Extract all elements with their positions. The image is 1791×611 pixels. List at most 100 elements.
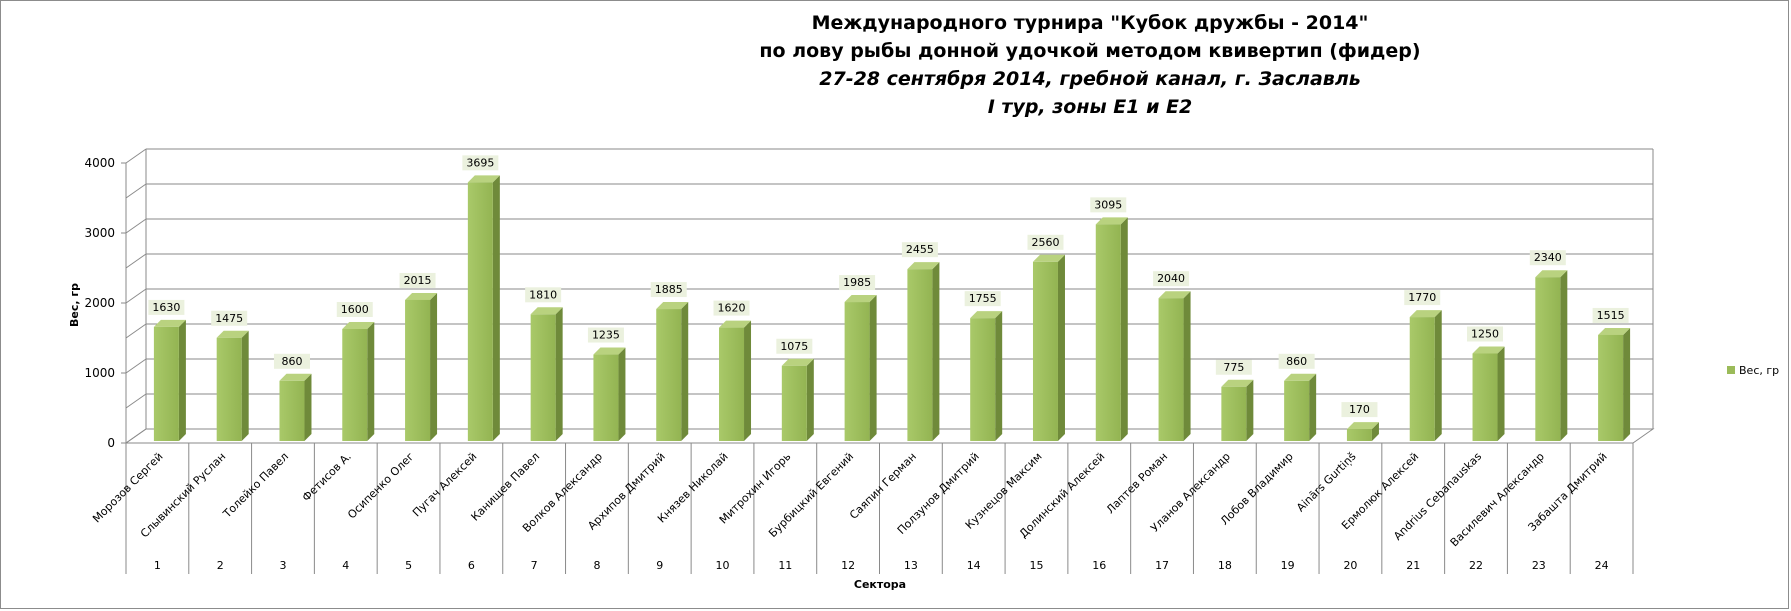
data-label: 860 xyxy=(1278,353,1315,369)
bar-side xyxy=(241,330,249,441)
data-label-text: 2455 xyxy=(906,243,934,256)
y-tick-label: 4000 xyxy=(84,156,115,170)
side-gridline xyxy=(125,288,147,304)
data-label: 2455 xyxy=(901,242,938,258)
data-label: 1515 xyxy=(1592,307,1629,323)
y-axis: 0 1000 2000 3000 4000 xyxy=(84,156,127,450)
data-label: 1985 xyxy=(839,275,876,291)
bar xyxy=(530,307,563,441)
bar-top xyxy=(1346,422,1379,430)
data-label-text: 860 xyxy=(281,355,302,368)
bar-side xyxy=(1120,217,1128,441)
bar-front xyxy=(1598,334,1624,441)
bar xyxy=(593,347,626,441)
bar xyxy=(1535,270,1568,441)
bar-top xyxy=(1535,270,1568,278)
data-label-text: 170 xyxy=(1349,403,1370,416)
bar-front xyxy=(1409,317,1435,441)
data-label: 1475 xyxy=(211,310,248,326)
bar-top xyxy=(970,311,1003,319)
side-gridline xyxy=(125,183,147,199)
x-tick-label: Лаптев Роман xyxy=(1104,450,1170,516)
bar-top xyxy=(530,307,563,315)
bar-top xyxy=(1095,217,1128,225)
bar-top xyxy=(1284,373,1317,381)
data-label-text: 1475 xyxy=(215,312,243,325)
bar-side xyxy=(1497,346,1505,441)
bar-side xyxy=(1183,291,1191,441)
bar-top xyxy=(719,320,752,328)
sector-label: 12 xyxy=(841,559,855,572)
bar-side xyxy=(869,295,877,441)
sector-label: 11 xyxy=(778,559,792,572)
title-line-4: I тур, зоны Е1 и Е2 xyxy=(987,96,1193,118)
data-label: 1235 xyxy=(587,327,624,343)
bar xyxy=(970,311,1003,441)
sector-label: 9 xyxy=(656,559,663,572)
bar-top xyxy=(1158,291,1191,299)
bar-top xyxy=(781,358,814,366)
bars xyxy=(153,175,1631,441)
sector-label: 17 xyxy=(1155,559,1169,572)
data-label: 860 xyxy=(273,353,310,369)
bar xyxy=(153,319,186,441)
sector-label: 1 xyxy=(154,559,161,572)
data-label: 1630 xyxy=(148,299,185,315)
bar-side xyxy=(744,320,752,441)
data-label-bg xyxy=(901,242,938,258)
bar-front xyxy=(279,380,305,441)
y-tick-label: 2000 xyxy=(84,296,115,310)
side-gridline xyxy=(125,323,147,339)
bar xyxy=(1284,373,1317,441)
data-label-bg xyxy=(964,291,1001,307)
data-labels: 1630 1475 860 1600 2015 3695 1810 1235 1885 1620 1… xyxy=(148,155,1629,418)
data-label-bg xyxy=(399,272,436,288)
bar-side xyxy=(492,175,500,441)
data-label-text: 1515 xyxy=(1597,309,1625,322)
bar xyxy=(467,175,500,441)
x-tick-label: Осипенко Олег xyxy=(345,450,417,522)
data-label-bg xyxy=(1090,197,1127,213)
x-tick-label: Саяпин Герман xyxy=(847,450,919,522)
bar-side xyxy=(1560,270,1568,441)
bar xyxy=(1032,254,1065,441)
bar-side xyxy=(1371,422,1379,441)
bar xyxy=(1409,310,1442,441)
sector-label: 20 xyxy=(1343,559,1357,572)
bar-top xyxy=(844,295,877,303)
data-label-bg xyxy=(713,300,750,316)
y-tick-label: 3000 xyxy=(84,226,115,240)
data-label-bg xyxy=(1592,307,1629,323)
data-label: 1770 xyxy=(1404,290,1441,306)
data-label-bg xyxy=(1153,271,1190,287)
bar xyxy=(405,292,438,441)
bar xyxy=(342,322,375,441)
data-label-bg xyxy=(1529,250,1566,266)
bar-top xyxy=(593,347,626,355)
data-label-bg xyxy=(1215,359,1252,375)
title-line-2: по лову рыбы донной удочкой методом квив… xyxy=(759,40,1421,62)
bar-front xyxy=(1032,261,1058,441)
sector-label: 15 xyxy=(1029,559,1043,572)
grid-lines xyxy=(124,148,1655,444)
data-label-bg xyxy=(336,302,373,317)
sector-label: 6 xyxy=(468,559,475,572)
bar-side xyxy=(1246,379,1254,441)
bar xyxy=(1221,379,1254,441)
data-label-text: 1235 xyxy=(592,329,620,342)
y-tick-label: 1000 xyxy=(84,366,115,380)
bar-side xyxy=(932,262,940,441)
bar-top xyxy=(1221,379,1254,387)
title-line-3: 27-28 сентября 2014, гребной канал, г. З… xyxy=(819,68,1361,90)
bar xyxy=(781,358,814,441)
bar-side xyxy=(1623,327,1631,441)
sector-label: 21 xyxy=(1406,559,1420,572)
data-label-bg xyxy=(1341,402,1378,418)
bar xyxy=(1095,217,1128,441)
sector-label: 4 xyxy=(342,559,349,572)
data-label-bg xyxy=(462,155,499,171)
bar-side xyxy=(806,358,814,441)
